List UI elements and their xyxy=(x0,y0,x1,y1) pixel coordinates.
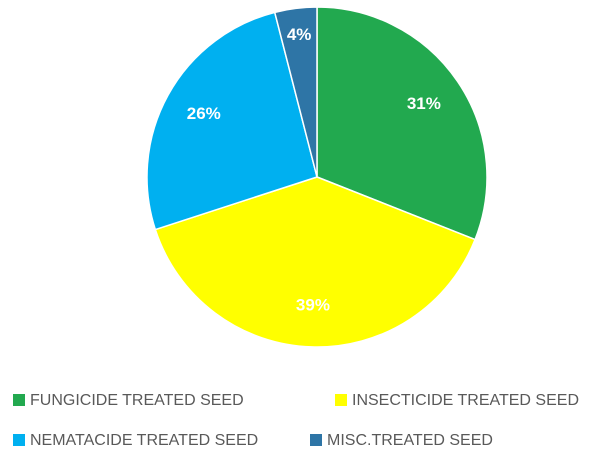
legend-swatch xyxy=(310,434,322,446)
pie-slice xyxy=(154,176,477,348)
pie-slice xyxy=(146,11,318,231)
legend-label: NEMATACIDE TREATED SEED xyxy=(30,432,258,449)
legend-label: FUNGICIDE TREATED SEED xyxy=(30,392,244,409)
pie-slice xyxy=(273,6,318,178)
data-label: 4% xyxy=(287,25,312,44)
pie-slice xyxy=(316,6,488,241)
legend-swatch xyxy=(13,394,25,406)
legend-label: MISC.TREATED SEED xyxy=(327,432,493,449)
data-label: 26% xyxy=(187,104,221,123)
data-label: 31% xyxy=(407,94,441,113)
legend-swatch xyxy=(13,434,25,446)
legend-label: INSECTICIDE TREATED SEED xyxy=(352,392,579,409)
legend-swatch xyxy=(335,394,347,406)
data-label: 39% xyxy=(296,296,330,315)
